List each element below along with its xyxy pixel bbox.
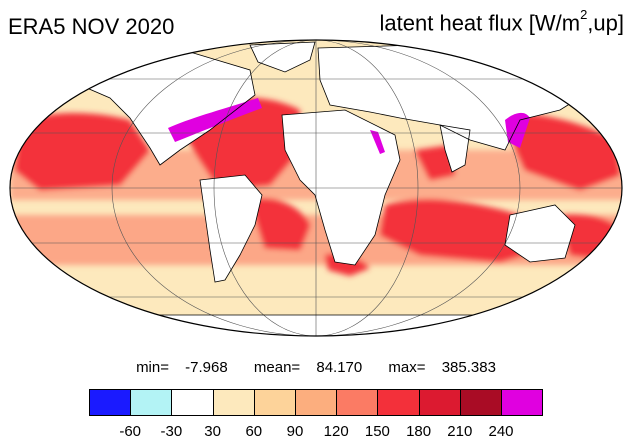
colorbar-tick-label: 120 (323, 423, 349, 440)
africa (282, 110, 400, 265)
colorbar-tick-label: 60 (245, 423, 263, 440)
statistics-line: min= -7.968 mean= 84.170 max= 385.383 (0, 359, 632, 376)
colorbar-swatch (418, 389, 461, 416)
title-variable-superscript: 2 (580, 7, 588, 22)
colorbar-swatch (459, 389, 502, 416)
colorbar-tick-label: 30 (204, 423, 221, 440)
coastline-north-america (69, 51, 256, 166)
arabian-sea (415, 145, 455, 180)
coastline-greenland (249, 41, 316, 73)
meridian-120 (111, 40, 521, 336)
world-map (9, 39, 623, 337)
colorbar-tick-label: 150 (364, 423, 390, 440)
colorbar-swatch (295, 389, 338, 416)
globe-outline (9, 39, 623, 337)
gulf-stream-peak (168, 98, 262, 142)
colorbar-swatch (130, 389, 173, 416)
red-sea-peak (370, 130, 385, 154)
coastline-india (439, 124, 471, 173)
north-america (70, 52, 255, 165)
colorbar-swatch (501, 389, 544, 416)
colorbar-swatch (253, 389, 296, 416)
mean-label: mean= (253, 359, 301, 376)
greenland (250, 42, 315, 72)
map-title-dataset: ERA5 NOV 2020 (8, 14, 175, 39)
title-variable-suffix: ,up] (587, 10, 624, 36)
flux-field (10, 40, 622, 336)
kuroshio-peak (505, 112, 530, 148)
south-america (200, 175, 262, 282)
mean-stat: mean= 84.170 (249, 359, 367, 376)
peak-flux-regions (168, 98, 530, 154)
max-label: max= (388, 359, 426, 376)
min-label: min= (136, 359, 169, 376)
coastline-australia (504, 204, 576, 263)
australia (505, 205, 575, 262)
min-value: -7.968 (185, 359, 228, 376)
mean-value: 84.170 (316, 359, 363, 376)
south-atlantic (250, 198, 310, 250)
coastline-south-america (199, 174, 263, 283)
graticule (10, 40, 622, 336)
colorbar-tick-label: -30 (160, 423, 183, 440)
south-indian-ocean (380, 199, 540, 262)
colorbar-tick-label: 210 (447, 423, 473, 440)
colorbar-swatch (89, 389, 132, 416)
colorbar-tick-label: 180 (406, 423, 432, 440)
colorbar-tick-label: 240 (488, 423, 514, 440)
meridian-60 (213, 40, 419, 336)
colorbar-swatch (212, 389, 255, 416)
max-value: 385.383 (441, 359, 496, 376)
colorbar-swatch (171, 389, 214, 416)
max-stat: max= 385.383 (383, 359, 501, 376)
india (440, 125, 470, 172)
map-title-variable: latent heat flux [W/m2,up] (379, 7, 624, 36)
colorbar-tick-label: -60 (119, 423, 142, 440)
north-pacific-east (15, 113, 150, 190)
min-stat: min= -7.968 (131, 359, 233, 376)
coastline-africa (281, 109, 401, 266)
title-variable-prefix: latent heat flux [W/m (379, 10, 581, 36)
colorbar-tick-label: 90 (286, 423, 304, 440)
colorbar-swatch (336, 389, 379, 416)
colorbar-swatch (377, 389, 420, 416)
